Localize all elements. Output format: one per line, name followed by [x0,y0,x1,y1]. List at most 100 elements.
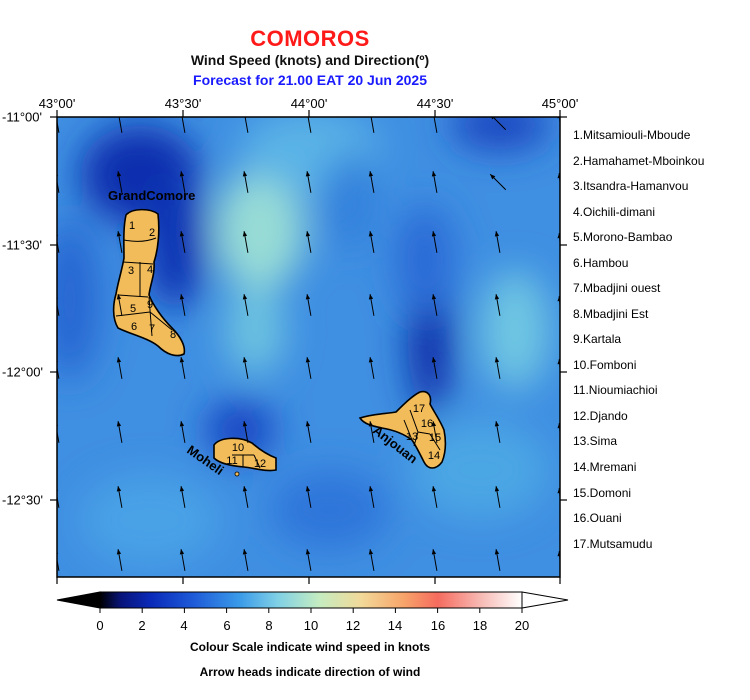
wind-arrow [242,171,249,193]
wind-arrow [116,171,123,193]
colorbar-tick-label: 12 [345,618,361,633]
wind-arrow [557,172,560,188]
colorbar-tick-label: 8 [265,618,273,633]
wind-arrow [305,549,312,571]
wind-speed-field [57,117,560,577]
wind-arrow [494,549,501,571]
legend-item: 4.Oichili-dimani [573,205,656,219]
wind-arrow [116,231,123,253]
colorbar-gradient [99,591,523,609]
region-number: 10 [232,442,244,454]
legend-item: 17.Mutsamudu [573,537,653,551]
wind-arrow [305,486,312,508]
lon-label-44-30: 44°30' [416,96,454,111]
wind-arrow [181,117,186,133]
legend-item: 6.Hambou [573,256,629,270]
wind-arrow [368,231,375,253]
lat-label-12-00: -12°00' [2,364,43,380]
wind-arrow [179,357,186,379]
wind-arrow [242,486,249,508]
wind-arrow [305,231,312,253]
wind-arrow [57,489,60,508]
wind-arrow [57,174,60,193]
wind-arrow [491,117,507,131]
wind-arrow [368,486,375,508]
legend-item: 1.Mitsamiouli-Mboude [573,128,691,142]
legend-item: 15.Domoni [573,486,632,500]
region-numbers: 1 2 3 4 5 6 7 8 9 10 11 12 13 14 15 16 1… [128,220,441,470]
wind-arrow [179,294,186,316]
legend-item: 7.Mbadjini ouest [573,281,661,295]
wind-arrow [57,297,60,316]
wind-arrow [57,360,60,379]
wind-arrow [118,117,123,133]
wind-arrow [494,294,501,316]
wind-arrow [179,549,186,571]
wind-arrow [57,119,60,133]
region-number: 12 [254,458,266,470]
region-number: 9 [147,299,153,311]
wind-arrow [307,117,312,133]
wind-arrow [557,295,560,311]
wind-arrow [557,117,560,128]
lat-label-12-30: -12°30' [2,492,43,508]
legend-item: 12.Djando [573,409,628,423]
lon-label-43-30: 43°30' [164,96,202,111]
legend-item: 16.Ouani [573,511,622,525]
lat-label-11-00: -11°00' [2,109,42,125]
colorbar-tick-label: 14 [387,618,403,633]
wind-arrow [57,552,60,571]
wind-arrow [431,294,438,316]
map-subtitle: Wind Speed (knots) and Direction(º) [190,52,430,68]
region-number: 16 [421,418,433,430]
grand-comore-island [112,208,186,357]
legend-item: 9.Kartala [573,332,622,346]
region-number: 2 [149,227,155,239]
wind-arrow [368,171,375,193]
moheli-island [213,437,277,477]
region-number: 13 [406,431,418,443]
colorbar-max-triangle [521,591,569,609]
wind-arrow [431,171,438,193]
wind-arrow [179,421,186,443]
colorbar-tick-label: 6 [223,618,231,633]
legend-item: 5.Morono-Bambao [573,230,673,244]
wind-arrow [116,294,123,316]
colorbar-tick-label: 16 [430,618,446,633]
wind-arrow [116,357,123,379]
legend-item: 2.Hamahamet-Mboinkou [573,154,705,168]
wind-arrow [494,421,501,443]
wind-arrow [370,117,375,133]
colorbar-tick-label: 20 [514,618,530,633]
wind-arrow [557,358,560,374]
wind-arrow [242,549,249,571]
region-number: 1 [129,220,135,232]
region-number: 15 [429,432,441,444]
wind-arrow [431,357,438,379]
wind-arrow [557,422,560,438]
wind-arrows [57,117,560,571]
region-number: 4 [147,264,153,276]
colorbar-tick-label: 2 [138,618,146,633]
wind-arrow [494,231,501,253]
lon-label-43-00: 43°00' [38,96,76,111]
wind-arrow [244,117,249,133]
wind-arrow [368,549,375,571]
wind-arrow [116,421,123,443]
axis-ticks [50,110,567,584]
wind-arrow [368,294,375,316]
wind-arrow [116,486,123,508]
colorbar [56,591,569,613]
wind-arrow [494,357,501,379]
wind-arrow [305,421,312,443]
colorbar-caption: Colour Scale indicate wind speed in knot… [189,640,431,654]
legend-item: 14.Mremani [573,460,637,474]
wind-arrow [489,173,507,191]
wind-arrow [305,171,312,193]
region-number: 8 [170,329,176,341]
region-number: 14 [428,450,440,462]
region-number: 17 [413,403,425,415]
anjouan-island [358,390,447,469]
wind-arrow [368,357,375,379]
